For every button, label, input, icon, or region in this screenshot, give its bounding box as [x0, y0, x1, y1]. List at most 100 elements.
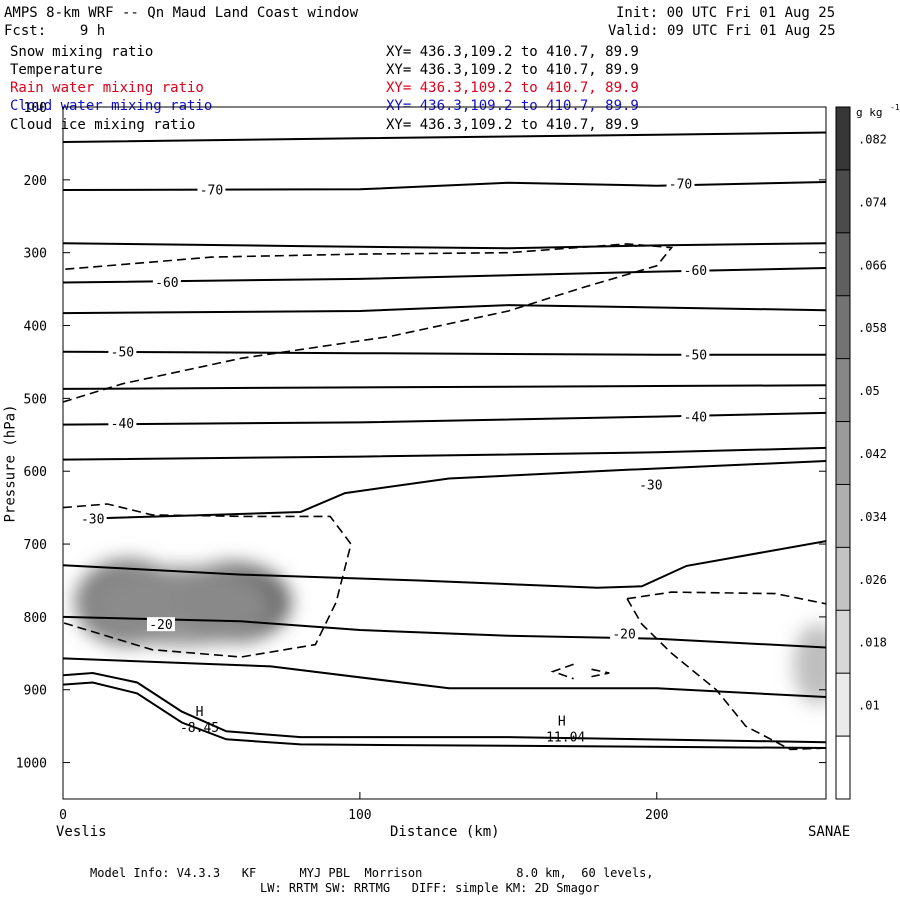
isotherm-line: [63, 131, 826, 143]
high-marker: H: [196, 705, 204, 720]
y-tick-label: 500: [24, 392, 47, 407]
cloud-ice-contour: [63, 503, 352, 658]
y-tick-label: 1000: [16, 757, 47, 772]
isotherm-line: [63, 657, 826, 698]
colorbar-frame: [835, 106, 851, 800]
colorbar-cell: [836, 295, 850, 359]
colorbar-unit: g kg: [856, 106, 883, 119]
colorbar-cell: [836, 484, 850, 548]
contour-label-bg: [146, 617, 175, 632]
y-tick-label: 100: [24, 101, 47, 116]
contour-label: -50: [111, 346, 134, 361]
isotherm-line: [63, 615, 826, 649]
forecast-hour: Fcst: 9 h: [4, 23, 106, 39]
colorbar-cell: [836, 673, 850, 737]
colorbar-tick-label: .034: [858, 510, 887, 524]
cloud-ice-contour: [550, 663, 574, 680]
right-endpoint-label: SANAE: [808, 824, 851, 840]
colorbar-cell: [836, 736, 850, 799]
isotherm-line: [63, 681, 826, 749]
contour-label-bg: [681, 409, 710, 424]
isotherm-line: [63, 411, 826, 426]
isotherm-line: [63, 350, 826, 356]
contour-label-bg: [681, 263, 710, 278]
model-info-line1: Model Info: V4.3.3 KF MYJ PBL Morrison 8…: [90, 866, 654, 880]
colorbar-cell: [836, 107, 850, 170]
y-tick-label: 900: [24, 684, 47, 699]
high-marker: H: [558, 714, 566, 729]
field-xy-temperature: XY= 436.3,109.2 to 410.7, 89.9: [386, 62, 639, 78]
contour-label: -20: [149, 618, 172, 633]
colorbar-tick-label: .066: [858, 258, 887, 272]
field-name-rain: Rain water mixing ratio: [10, 80, 204, 96]
x-axis-label: Distance (km): [390, 824, 500, 840]
contour-label-bg: [108, 344, 137, 359]
isotherm-line: [63, 540, 826, 589]
field-xy-snow: XY= 436.3,109.2 to 410.7, 89.9: [386, 44, 639, 60]
contour-label-bg: [666, 176, 695, 191]
field-xy-cloud-water: XY= 436.3,109.2 to 410.7, 89.9: [386, 98, 639, 114]
x-tick-label: 100: [348, 808, 371, 823]
contour-label-bg: [108, 416, 137, 431]
field-name-cloud-ice: Cloud ice mixing ratio: [10, 117, 196, 133]
colorbar-tick-label: .058: [858, 321, 887, 335]
cloud-ice-contour: [591, 668, 610, 678]
isotherm-line: [86, 460, 826, 520]
colorbar-cell: [836, 421, 850, 485]
contour-label-bg: [610, 626, 639, 641]
colorbar-cell: [836, 232, 850, 296]
contour-label-bg: [681, 347, 710, 362]
y-tick-label: 800: [24, 611, 47, 626]
y-tick-label: 600: [24, 465, 47, 480]
colorbar-tick-label: .042: [858, 447, 887, 461]
contour-label: -50: [684, 349, 707, 364]
colorbar-cell: [836, 358, 850, 422]
x-tick-label: 200: [645, 808, 668, 823]
colorbar-tick-label: .018: [858, 636, 887, 650]
contour-label: -20: [612, 628, 635, 643]
colorbar-unit-exponent: -1: [890, 103, 900, 112]
contour-label: -70: [200, 183, 223, 198]
isotherm-line: [63, 384, 826, 390]
x-tick-label: 0: [59, 808, 67, 823]
model-info-line2: LW: RRTM SW: RRTMG DIFF: simple KM: 2D S…: [260, 881, 600, 895]
chart-title: AMPS 8-km WRF -- Qn Maud Land Coast wind…: [4, 5, 359, 21]
cloud-ice-contour: [63, 243, 674, 403]
colorbar-cell: [836, 169, 850, 233]
contour-label: -60: [684, 264, 707, 279]
colorbar-tick-label: .082: [858, 132, 887, 146]
mixing-ratio-shading: [92, 565, 271, 647]
contour-label: -30: [639, 478, 662, 493]
colorbar-tick-label: .01: [858, 699, 880, 713]
high-value-label: -8.45: [180, 721, 219, 736]
isotherm-line: [63, 671, 826, 744]
contour-label: -40: [684, 411, 707, 426]
colorbar-tick-label: .074: [858, 195, 887, 209]
cloud-ice-contour: [626, 598, 826, 751]
mixing-ratio-shading: [793, 624, 826, 705]
contour-label: -70: [669, 177, 692, 192]
isotherm-line: [63, 304, 826, 315]
isotherm-line: [63, 181, 826, 191]
contour-label-bg: [152, 274, 181, 289]
field-xy-cloud-ice: XY= 436.3,109.2 to 410.7, 89.9: [386, 117, 639, 133]
colorbar-cell: [836, 610, 850, 674]
contour-label-bg: [78, 511, 107, 526]
y-axis-label: Pressure (hPa): [2, 404, 19, 523]
cloud-ice-contour: [626, 591, 826, 605]
isotherm-line: [63, 446, 826, 461]
high-value-label: -11.04: [538, 730, 585, 745]
init-time: Init: 00 UTC Fri 01 Aug 25: [616, 5, 836, 21]
left-endpoint-label: Veslis: [56, 824, 107, 840]
y-tick-label: 200: [24, 174, 47, 189]
contour-label: -30: [81, 513, 104, 528]
field-name-cloud-water: Cloud water mixing ratio: [10, 98, 213, 114]
plot-frame: [62, 106, 827, 800]
colorbar-tick-label: .05: [858, 384, 880, 398]
colorbar-cell: [836, 547, 850, 611]
isotherm-line: [63, 267, 826, 284]
field-name-temperature: Temperature: [10, 62, 103, 78]
contour-label: -40: [111, 417, 134, 432]
contour-label-bg: [636, 477, 665, 492]
